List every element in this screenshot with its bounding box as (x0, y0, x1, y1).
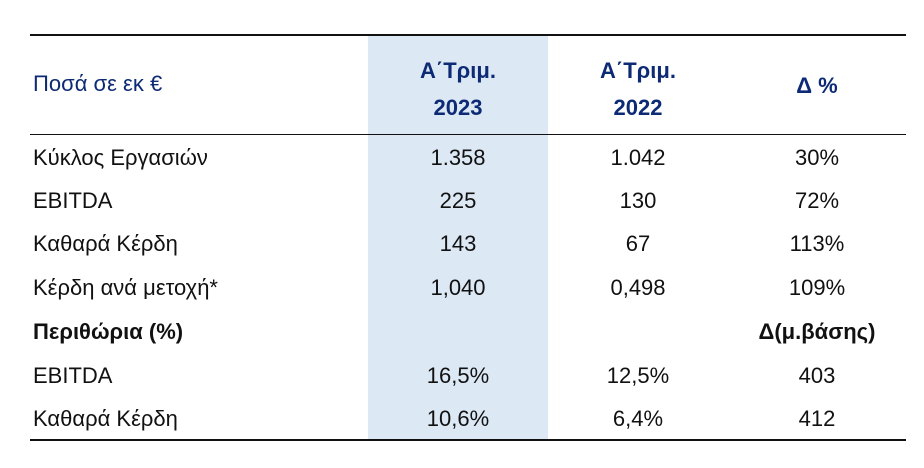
header-amount-label: Ποσά σε εκ € (33, 71, 163, 96)
header-q1-2023-line2: 2023 (433, 95, 483, 120)
row-label-revenue: Κύκλος Εργασιών (33, 145, 208, 170)
margin-label-net-profit: Καθαρά Κέρδη (33, 406, 178, 431)
row-revenue-2022: 1.042 (610, 145, 666, 170)
row-net-profit-2023: 143 (439, 231, 477, 256)
row-eps-2022: 0,498 (610, 275, 666, 300)
header-delta-percent: Δ % (796, 73, 838, 98)
header-bottom-rule (30, 134, 906, 135)
row-label-net-profit: Καθαρά Κέρδη (33, 231, 178, 256)
margin-net-profit-2022: 6,4% (612, 406, 664, 431)
row-label-ebitda: EBITDA (33, 188, 113, 213)
header-q1-2022-line2: 2022 (613, 95, 663, 120)
table-top-rule (30, 34, 906, 36)
row-ebitda-2022: 130 (619, 188, 657, 213)
margins-delta-bps-label: Δ(μ.βάσης) (758, 319, 876, 344)
margin-net-profit-2023: 10,6% (426, 406, 490, 431)
margin-label-ebitda: EBITDA (33, 363, 113, 388)
row-revenue-2023: 1.358 (430, 145, 486, 170)
row-label-eps: Κέρδη ανά μετοχή* (33, 275, 218, 300)
row-eps-2023: 1,040 (430, 275, 486, 300)
margin-ebitda-2022: 12,5% (606, 363, 670, 388)
header-q1-2022-line1: Α΄Τριμ. (600, 58, 676, 83)
margin-ebitda-2023: 16,5% (426, 363, 490, 388)
row-net-profit-2022: 67 (625, 231, 651, 256)
table-bottom-rule (30, 439, 906, 441)
row-eps-delta: 109% (788, 275, 846, 300)
margins-section-label: Περιθώρια (%) (33, 319, 184, 344)
row-revenue-delta: 30% (794, 145, 840, 170)
row-net-profit-delta: 113% (789, 231, 845, 256)
row-ebitda-2023: 225 (439, 188, 477, 213)
highlight-column-2023 (368, 36, 548, 439)
margin-net-profit-delta: 412 (798, 406, 836, 431)
row-ebitda-delta: 72% (794, 188, 840, 213)
margin-ebitda-delta: 403 (798, 363, 836, 388)
header-q1-2023-line1: Α΄Τριμ. (420, 58, 496, 83)
